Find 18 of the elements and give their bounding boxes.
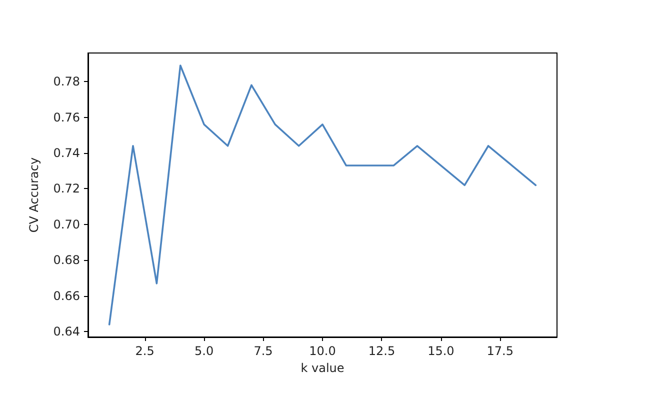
y-tick-label: 0.72	[53, 182, 80, 196]
x-tick-label: 17.5	[486, 344, 514, 358]
x-tick-label: 15.0	[428, 344, 454, 358]
x-axis-title: k value	[300, 360, 344, 375]
x-tick-label: 5.0	[194, 344, 214, 358]
y-axis-title: CV Accuracy	[27, 157, 41, 233]
y-tick-label: 0.78	[53, 74, 80, 89]
y-tick-label: 0.68	[53, 253, 80, 268]
y-tick-label: 0.64	[53, 324, 80, 339]
x-tick-label: 10.0	[309, 344, 336, 358]
y-tick-label: 0.66	[53, 288, 80, 303]
y-tick-label: 0.70	[53, 217, 80, 232]
y-tick-label: 0.76	[53, 110, 80, 124]
y-tick-label: 0.74	[53, 146, 80, 160]
x-tick-label: 2.5	[135, 344, 154, 358]
x-tick-label: 7.5	[254, 344, 273, 358]
x-tick-label: 12.5	[368, 344, 396, 358]
line-series	[108, 64, 537, 326]
